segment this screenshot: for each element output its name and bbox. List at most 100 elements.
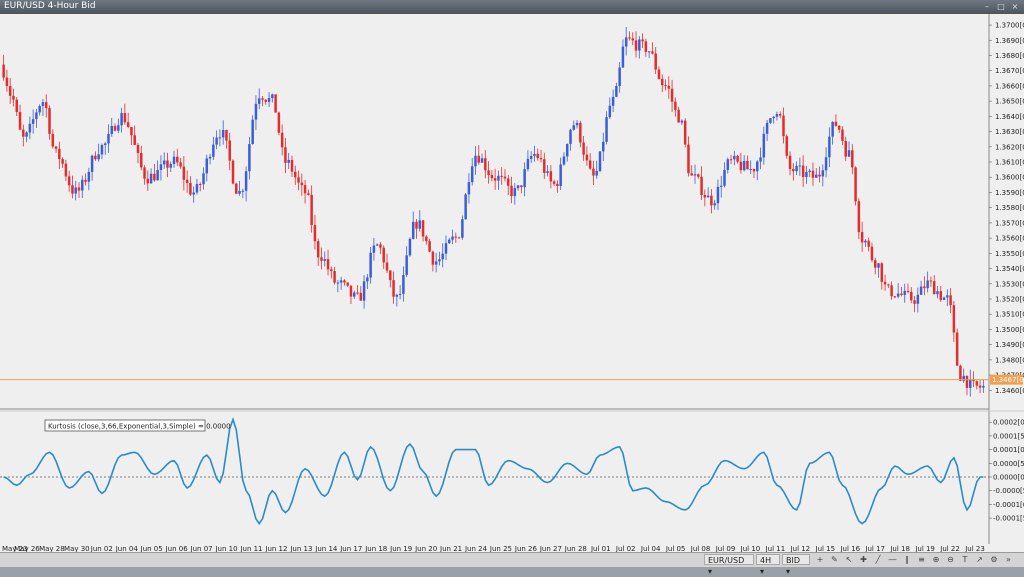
candle-body [631,38,635,41]
price-tick-label: 1.3670[0] [995,67,1024,75]
price-tick-label: 1.3520[0] [995,295,1024,303]
candle-body [31,119,35,124]
zoom-out-icon[interactable]: ⊖ [947,555,954,564]
candle-body [729,159,733,161]
candle-body [575,122,579,126]
price-tick-label: 1.3510[0] [995,311,1024,319]
time-tick-label: May 30 [64,545,90,552]
candle-body [759,157,762,162]
candle-body [474,155,477,167]
symbol-label: EUR/USD [708,556,745,565]
candle-body [657,69,661,79]
candle-body [330,269,333,272]
candle-body [179,162,182,167]
candle-body [621,46,625,68]
price-tick-label: 1.3460[0] [995,387,1024,395]
time-tick-label: Jul 23 [964,545,985,552]
candle-body [929,280,933,282]
more-icon[interactable]: » [1006,555,1011,564]
candle-body [569,129,572,144]
candle-body [205,158,209,174]
timeframe-select[interactable]: 4H ▾ [756,554,780,576]
candle-body [588,160,592,169]
candle-body [723,169,726,186]
candle-body [536,153,539,159]
restore-icon[interactable]: □ [997,2,1005,11]
properties-icon[interactable]: ⚙ [990,555,998,564]
candle-body [372,245,376,253]
time-tick-label: Jun 26 [514,545,538,552]
fibonacci-icon[interactable]: ≡ [918,555,925,564]
candle-body [641,39,644,42]
candle-body [54,146,58,149]
price-tick-label: 1.3550[0] [995,250,1024,258]
candle-body [913,300,916,304]
indicator-tick-label: 0.0001[5] [993,432,1024,440]
time-tick-label: Jul 16 [839,545,860,552]
candle-body [543,159,546,173]
arrow-icon[interactable]: ↗ [976,555,983,564]
candle-body [159,164,163,170]
candle-body [100,144,104,155]
hline-icon[interactable]: ― [888,555,897,564]
candle-body [97,154,100,160]
cursor-icon[interactable]: ↖ [845,555,853,564]
candle-body [464,194,467,220]
indicator-tick-label: 0.0001[0] [993,446,1024,454]
candle-body [857,201,861,233]
candle-body [828,136,831,158]
candle-body [873,260,877,268]
candle-body [864,240,867,243]
time-tick-label: Jun 05 [140,545,163,552]
zoom-in-icon[interactable]: ⊕ [932,555,940,564]
symbol-select[interactable]: EUR/USD ▾ [704,554,754,576]
minimize-icon[interactable]: – [985,2,989,11]
candle-body [356,292,359,294]
drawing-tools-icon[interactable]: ✎ [831,555,838,564]
candle-body [916,294,920,304]
candle-body [680,120,684,123]
candle-body [661,78,664,86]
candle-body [706,195,710,198]
channel-icon[interactable]: ∥ [905,555,909,564]
candle-body [411,221,415,239]
candle-body [664,85,667,87]
price-tick-label: 1.3490[0] [995,341,1024,349]
current-price-marker: 1.3467[0] [0,374,1024,385]
indicator-label-box[interactable]: Kurtosis (close,3,66,Exponential,3,Simpl… [44,419,231,432]
status-bar: EUR/USD ▾ 4H ▾ BID ▾ + ✎ ↖ ✚ ╱ ― ∥ ≡ ⊕ ⊖ T ↗ ⚙ » [0,552,1024,576]
time-tick-label: May 23 [2,545,28,552]
candle-body [923,286,926,289]
candle-body [785,136,789,156]
indicator-label: Kurtosis (close,3,66,Exponential,3,Simpl… [48,423,231,431]
candle-body [910,291,913,301]
candle-body [503,176,507,179]
candle-body [38,105,41,113]
price-tick-label: 1.3700[0] [995,22,1024,30]
candle-body [516,185,520,189]
title-bar[interactable]: EUR/USD 4-Hour Bid – □ × [0,0,1024,14]
candle-body [284,147,287,163]
candle-body [687,144,690,174]
trendline-icon[interactable]: ╱ [875,555,881,564]
text-icon[interactable]: T [962,555,968,564]
candle-body [87,171,91,182]
candle-body [431,251,435,265]
candle-body [41,102,45,106]
crosshair-icon[interactable]: ✚ [860,555,867,564]
price-chart[interactable]: 1.3700[0] 1.3690[0] 1.3680[0] 1.3670[0] 1.36… [0,14,1024,552]
candle-body [156,169,159,181]
candle-body [572,125,576,130]
candle-body [58,148,61,160]
candle-body [801,165,805,178]
candle-body [769,118,772,123]
candle-body [487,170,490,175]
close-icon[interactable]: × [1011,2,1019,11]
price-type-select[interactable]: BID ▾ [782,554,810,576]
candle-body [323,259,326,261]
candle-body [398,293,402,295]
add-indicator-icon[interactable]: + [816,555,824,564]
candle-body [389,270,392,281]
price-axis: 1.3700[0] 1.3690[0] 1.3680[0] 1.3670[0] 1.36… [989,22,1024,395]
